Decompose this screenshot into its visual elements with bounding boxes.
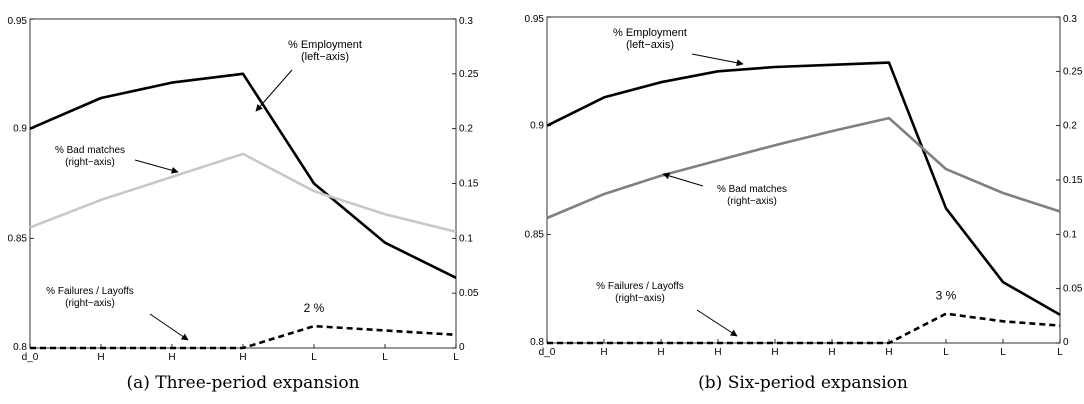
left-tick-label: 0.8 bbox=[13, 342, 27, 353]
right-tick-label: 0 bbox=[1063, 337, 1069, 348]
x-tick-label: H bbox=[97, 352, 104, 363]
x-tick-label: L bbox=[453, 352, 459, 363]
bad-matches-annotation-label: % Bad matches bbox=[717, 184, 787, 195]
right-tick-label: 0.1 bbox=[459, 233, 473, 244]
x-tick-label: H bbox=[885, 347, 892, 358]
peak-percent-label: 3 % bbox=[936, 289, 957, 303]
x-tick-label: H bbox=[168, 352, 175, 363]
failures-annotation-axis-note: (right−axis) bbox=[615, 293, 665, 304]
x-tick-label: H bbox=[771, 347, 778, 358]
panel-six-period: 0.8 0.85 0.9 0.95 0 0.05 0.1 0.15 0.2 0.25 0.3 d_0 H… bbox=[525, 14, 1083, 393]
x-tick-label: L bbox=[1057, 347, 1063, 358]
right-tick-label: 0.2 bbox=[459, 124, 473, 135]
peak-percent-label: 2 % bbox=[304, 301, 325, 315]
left-tick-label: 0.85 bbox=[8, 233, 28, 244]
x-tick-label: L bbox=[943, 347, 949, 358]
right-tick-label: 0.1 bbox=[1063, 229, 1077, 240]
x-tick-label: H bbox=[600, 347, 607, 358]
left-tick-label: 0.9 bbox=[13, 124, 27, 135]
right-tick-label: 0.15 bbox=[1063, 175, 1083, 186]
left-tick-label: 0.95 bbox=[8, 16, 28, 27]
employment-annotation-arrow bbox=[691, 53, 744, 67]
right-tick-label: 0.15 bbox=[459, 179, 479, 190]
x-tick-label: H bbox=[828, 347, 835, 358]
panel-three-period: 0.8 0.85 0.9 0.95 0 0.05 0.1 0.15 0.2 0.25 0.3 d_0 H… bbox=[8, 16, 479, 393]
left-tick-label: 0.85 bbox=[525, 229, 545, 240]
failures-annotation-arrow bbox=[149, 313, 189, 341]
employment-line bbox=[29, 72, 457, 279]
employment-annotation-arrow bbox=[255, 69, 293, 112]
bad-matches-annotation-axis-note: (right−axis) bbox=[727, 196, 777, 207]
bad-matches-line bbox=[546, 116, 1061, 220]
right-tick-label: 0.25 bbox=[1063, 66, 1083, 77]
employment-line bbox=[546, 61, 1061, 316]
x-tick-label: H bbox=[714, 347, 721, 358]
right-tick-label: 0 bbox=[459, 342, 465, 353]
left-tick-label: 0.8 bbox=[530, 337, 544, 348]
panel-caption: (b) Six-period expansion bbox=[698, 373, 908, 393]
bad-matches-annotation-label: % Bad matches bbox=[55, 145, 125, 156]
x-tick-label: L bbox=[1000, 347, 1006, 358]
panel-caption: (a) Three-period expansion bbox=[126, 373, 359, 393]
x-tick-label: L bbox=[382, 352, 388, 363]
right-tick-label: 0.05 bbox=[459, 288, 479, 299]
right-tick-label: 0.25 bbox=[459, 69, 479, 80]
left-tick-label: 0.95 bbox=[525, 14, 545, 25]
x-tick-label: d_0 bbox=[22, 352, 39, 363]
employment-annotation-label: % Employment bbox=[613, 27, 687, 39]
right-tick-label: 0.2 bbox=[1063, 121, 1077, 132]
failures-layoffs-line bbox=[547, 312, 1061, 345]
bad-matches-annotation-axis-note: (right−axis) bbox=[65, 157, 115, 168]
failures-annotation-label: % Failures / Layoffs bbox=[596, 281, 684, 292]
x-tick-label: d_0 bbox=[539, 347, 556, 358]
bad-matches-line bbox=[29, 152, 457, 234]
x-tick-label: H bbox=[239, 352, 246, 363]
left-tick-label: 0.9 bbox=[530, 121, 544, 132]
x-tick-label: L bbox=[311, 352, 317, 363]
failures-annotation-label: % Failures / Layoffs bbox=[46, 286, 134, 297]
right-tick-label: 0.3 bbox=[459, 16, 473, 27]
bad-matches-annotation-arrow bbox=[134, 159, 179, 174]
employment-annotation-label: % Employment bbox=[288, 39, 362, 51]
failures-layoffs-line bbox=[30, 324, 457, 350]
x-tick-label: H bbox=[657, 347, 664, 358]
failures-annotation-arrow bbox=[696, 309, 738, 337]
failures-annotation-axis-note: (right−axis) bbox=[65, 298, 115, 309]
employment-annotation-axis-note: (left−axis) bbox=[301, 51, 349, 63]
bad-matches-annotation-arrow bbox=[662, 172, 704, 187]
right-tick-label: 0.05 bbox=[1063, 284, 1083, 295]
right-tick-label: 0.3 bbox=[1063, 14, 1077, 25]
employment-annotation-axis-note: (left−axis) bbox=[626, 39, 674, 51]
